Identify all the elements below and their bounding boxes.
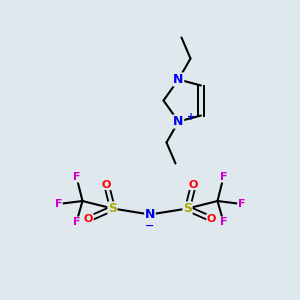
Text: −: − — [145, 221, 155, 231]
Text: F: F — [220, 172, 227, 182]
Text: S: S — [183, 202, 192, 215]
Text: N: N — [145, 208, 155, 221]
Text: O: O — [102, 179, 111, 190]
Text: N: N — [173, 73, 184, 86]
Text: +: + — [187, 112, 195, 122]
Text: O: O — [207, 214, 216, 224]
Text: F: F — [73, 172, 80, 182]
Text: F: F — [55, 199, 62, 209]
Text: O: O — [189, 179, 198, 190]
Text: O: O — [84, 214, 93, 224]
Text: F: F — [73, 217, 80, 227]
Text: F: F — [220, 217, 227, 227]
Text: F: F — [238, 199, 245, 209]
Text: S: S — [108, 202, 117, 215]
Text: N: N — [173, 115, 184, 128]
